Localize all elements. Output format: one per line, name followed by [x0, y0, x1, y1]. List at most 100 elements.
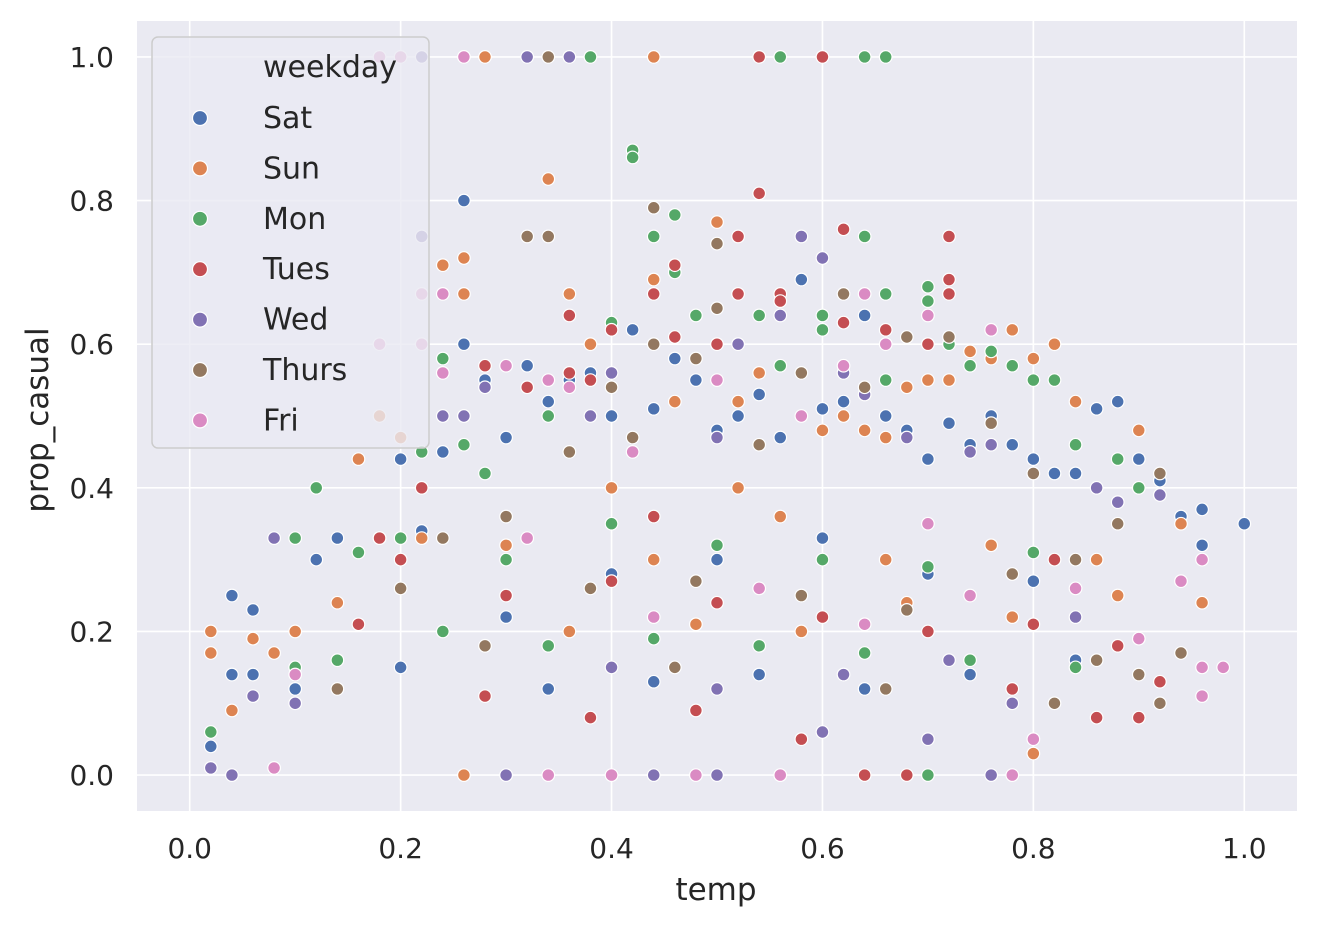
data-point — [731, 409, 745, 423]
data-point — [1110, 516, 1125, 531]
data-point — [921, 294, 935, 308]
data-point — [288, 624, 303, 639]
data-point — [1131, 452, 1146, 466]
data-point — [921, 452, 935, 466]
data-point — [731, 337, 745, 352]
data-point — [604, 480, 619, 495]
data-point — [583, 373, 598, 387]
data-point — [1068, 610, 1083, 624]
data-point — [604, 380, 619, 395]
data-point — [752, 186, 767, 201]
data-point — [878, 430, 893, 445]
data-point — [646, 552, 661, 567]
data-point — [836, 315, 851, 330]
data-point — [646, 272, 661, 287]
legend-marker — [191, 311, 209, 328]
data-point — [815, 610, 830, 624]
data-point — [1005, 322, 1020, 337]
data-point — [435, 287, 450, 301]
data-point — [984, 768, 999, 782]
data-point — [1174, 574, 1188, 589]
x-axis-ticks: 0.0 0.2 0.4 0.6 0.8 1.0 — [167, 832, 1266, 865]
data-point — [499, 588, 513, 603]
legend-title: weekday — [263, 50, 397, 85]
data-point — [1131, 710, 1146, 725]
data-point — [583, 710, 598, 725]
data-point — [942, 272, 956, 287]
data-point — [942, 229, 956, 244]
data-point — [857, 682, 872, 696]
data-point — [1089, 710, 1104, 725]
data-point — [899, 430, 914, 445]
data-point — [921, 337, 935, 352]
data-point — [794, 272, 809, 287]
data-point — [984, 344, 999, 359]
data-point — [288, 531, 303, 545]
data-point — [646, 610, 661, 624]
data-point — [963, 344, 977, 359]
data-point — [583, 409, 598, 423]
series-tues — [351, 50, 1167, 782]
data-point — [815, 50, 830, 64]
data-point — [520, 229, 535, 244]
data-point — [646, 631, 661, 646]
data-point — [541, 172, 556, 186]
data-point — [499, 430, 513, 445]
data-point — [583, 50, 598, 64]
data-point — [815, 251, 830, 265]
data-point — [562, 287, 577, 301]
data-point — [794, 732, 809, 747]
data-point — [478, 466, 492, 481]
data-point — [1237, 516, 1252, 531]
data-point — [541, 229, 556, 244]
data-point — [414, 531, 429, 545]
legend-label: Tues — [262, 252, 330, 287]
x-tick-label: 0.2 — [378, 832, 423, 865]
data-point — [1047, 696, 1062, 711]
data-point — [288, 696, 303, 711]
data-point — [1026, 617, 1041, 632]
data-point — [604, 366, 619, 380]
data-point — [857, 50, 872, 64]
data-point — [267, 761, 281, 775]
data-point — [1089, 480, 1104, 495]
data-point — [689, 308, 703, 323]
y-tick-label: 0.8 — [69, 185, 114, 218]
data-point — [351, 545, 366, 560]
data-point — [773, 308, 788, 323]
data-point — [731, 394, 745, 409]
data-point — [541, 394, 556, 409]
data-point — [773, 768, 788, 782]
data-point — [583, 581, 598, 596]
legend-label: Fri — [263, 403, 299, 438]
data-point — [330, 682, 345, 696]
data-point — [689, 574, 703, 589]
data-point — [203, 646, 218, 660]
data-point — [667, 330, 682, 344]
data-point — [1195, 502, 1209, 517]
data-point — [1153, 466, 1167, 481]
data-point — [1216, 660, 1231, 675]
data-point — [710, 373, 724, 387]
data-point — [435, 351, 450, 366]
data-point — [625, 150, 640, 165]
data-point — [857, 423, 872, 438]
data-point — [478, 689, 492, 703]
data-point — [752, 308, 767, 323]
data-point — [1089, 401, 1104, 416]
data-point — [309, 480, 324, 495]
data-point — [921, 559, 935, 574]
data-point — [1005, 610, 1020, 624]
data-point — [878, 373, 893, 387]
data-point — [372, 531, 387, 545]
data-point — [836, 409, 851, 423]
data-point — [457, 50, 471, 64]
data-point — [351, 452, 366, 466]
data-point — [667, 208, 682, 222]
data-point — [562, 366, 577, 380]
data-point — [710, 430, 724, 445]
data-point — [1005, 696, 1020, 711]
data-point — [836, 287, 851, 301]
data-point — [435, 366, 450, 380]
data-point — [1153, 488, 1167, 502]
